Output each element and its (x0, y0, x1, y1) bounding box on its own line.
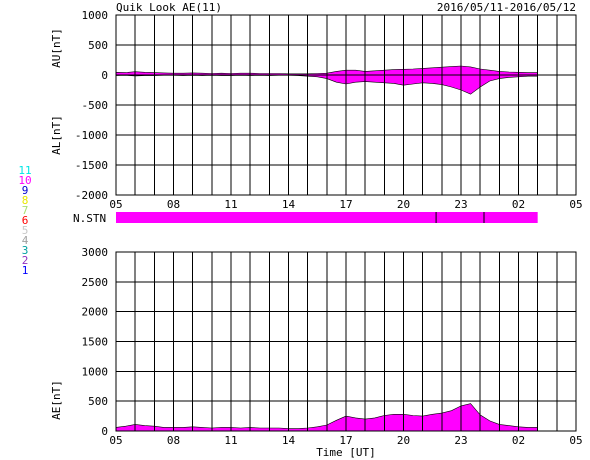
station-legend-entry: 6 (22, 214, 29, 227)
ae-axis-label: AE[nT] (50, 380, 63, 420)
y-tick-label: 2000 (82, 306, 109, 319)
x-tick-label: 02 (512, 434, 525, 447)
station-legend-entry: 10 (18, 174, 31, 187)
station-legend-entry: 8 (22, 194, 29, 207)
series-ae-area (115, 403, 538, 432)
x-tick-label: 11 (224, 434, 237, 447)
x-tick-label: 08 (167, 434, 180, 447)
nstn-label: N.STN (73, 212, 106, 225)
y-tick-label: 500 (88, 395, 108, 408)
plot-frame (115, 251, 577, 432)
x-tick-label: 17 (339, 198, 352, 211)
au-axis-label: AU[nT] (50, 28, 63, 68)
x-tick-label: 14 (282, 198, 296, 211)
x-axis-label: Time [UT] (316, 446, 376, 459)
station-legend-entry: 5 (22, 224, 29, 237)
x-tick-label: 05 (109, 434, 122, 447)
station-legend-entry: 11 (18, 164, 31, 177)
station-legend-entry: 7 (22, 204, 29, 217)
nstn-fill (116, 212, 538, 223)
x-tick-label: 17 (339, 434, 352, 447)
nstn-bar (116, 212, 538, 223)
series-au-area (115, 65, 538, 76)
date-range: 2016/05/11-2016/05/12 (437, 1, 576, 14)
y-tick-label: 0 (101, 69, 108, 82)
y-tick-label: -500 (82, 99, 109, 112)
al-axis-label: AL[nT] (50, 115, 63, 155)
x-tick-label: 14 (282, 434, 296, 447)
y-tick-label: 1500 (82, 336, 109, 349)
x-tick-label: 20 (397, 434, 410, 447)
x-tick-label: 23 (454, 434, 467, 447)
x-tick-label: 05 (569, 198, 582, 211)
x-tick-label: 20 (397, 198, 410, 211)
x-tick-label: 02 (512, 198, 525, 211)
station-legend-entry: 3 (22, 244, 29, 257)
x-tick-label: 08 (167, 198, 180, 211)
series-al-area (115, 74, 538, 95)
station-legend-entry: 1 (22, 264, 29, 277)
station-legend-entry: 9 (22, 184, 29, 197)
y-tick-label: 1000 (82, 365, 109, 378)
station-legend-entry: 2 (22, 254, 29, 267)
station-legend-entry: 4 (22, 234, 29, 247)
y-tick-label: 3000 (82, 246, 109, 259)
x-tick-label: 23 (454, 198, 467, 211)
plot-frame (115, 14, 577, 196)
y-tick-label: -1500 (75, 159, 108, 172)
x-tick-label: 05 (569, 434, 582, 447)
x-tick-label: 11 (224, 198, 237, 211)
y-tick-label: 2500 (82, 276, 109, 289)
y-tick-label: -1000 (75, 129, 108, 142)
y-tick-label: 0 (101, 425, 108, 438)
y-tick-label: 500 (88, 39, 108, 52)
figure-title: Quik Look AE(11) (116, 1, 222, 14)
y-tick-label: -2000 (75, 189, 108, 202)
x-tick-label: 05 (109, 198, 122, 211)
y-tick-label: 1000 (82, 9, 109, 22)
